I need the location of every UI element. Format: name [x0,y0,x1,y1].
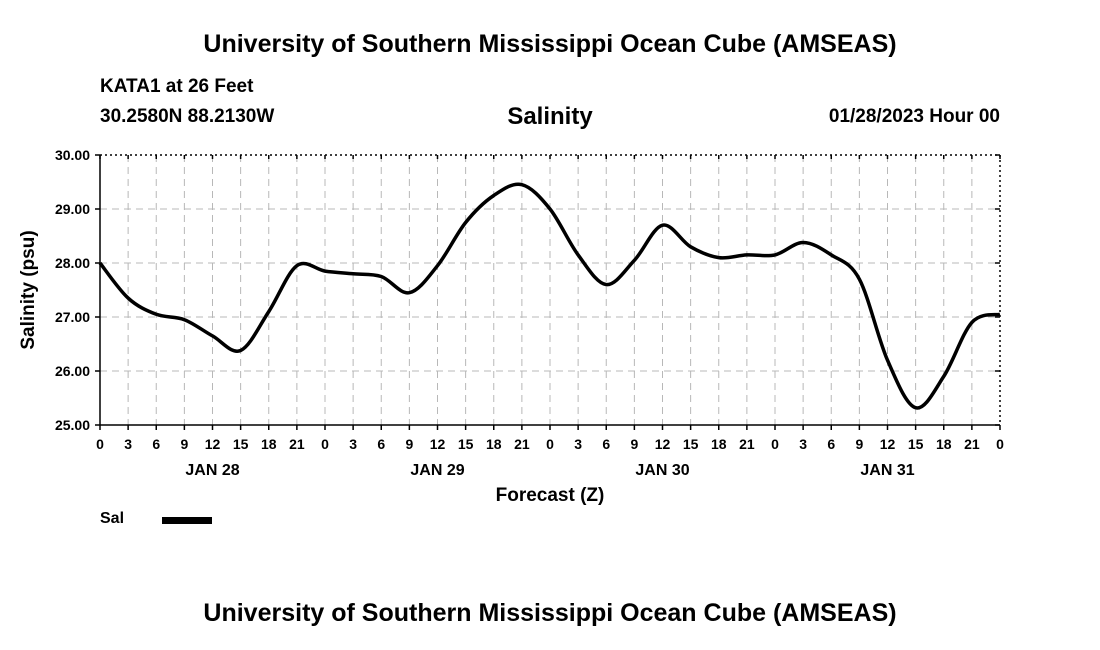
x-tick-label: 0 [96,436,104,452]
legend-label: Sal [100,510,125,527]
chart-title-top: University of Southern Mississippi Ocean… [203,30,897,58]
series-line-sal [98,182,1001,410]
y-tick-label: 27.00 [55,309,90,325]
x-tick-label: 21 [739,436,755,452]
x-tick-label: 15 [233,436,249,452]
x-tick-label: 0 [321,436,329,452]
x-tick-label: 18 [711,436,727,452]
x-tick-label: 9 [630,436,638,452]
x-axis-label: Forecast (Z) [496,485,605,506]
x-tick-label: 3 [799,436,807,452]
station-coords: 30.2580N 88.2130W [100,106,275,127]
y-tick-label: 29.00 [55,201,90,217]
x-day-label: JAN 29 [410,462,464,479]
x-tick-label: 0 [546,436,554,452]
legend-swatch [162,517,212,524]
x-tick-label: 9 [180,436,188,452]
x-tick-label: 21 [964,436,980,452]
x-tick-label: 3 [124,436,132,452]
x-tick-label: 12 [430,436,446,452]
station-label: KATA1 at 26 Feet [100,76,254,97]
y-tick-label: 28.00 [55,255,90,271]
plot-title: Salinity [507,103,593,130]
x-tick-label: 21 [289,436,305,452]
x-tick-label: 15 [683,436,699,452]
x-tick-label: 15 [908,436,924,452]
forecast-timestamp: 01/28/2023 Hour 00 [828,106,1000,127]
x-day-label: JAN 31 [860,462,914,479]
x-tick-label: 0 [996,436,1004,452]
y-axis-label: Salinity (psu) [18,230,39,349]
y-tick-label: 25.00 [55,417,90,433]
x-tick-label: 6 [602,436,610,452]
x-tick-label: 3 [574,436,582,452]
x-tick-label: 6 [377,436,385,452]
x-tick-label: 12 [205,436,221,452]
x-tick-label: 9 [855,436,863,452]
chart-title-bottom: University of Southern Mississippi Ocean… [203,599,897,627]
x-tick-label: 18 [486,436,502,452]
x-tick-label: 6 [152,436,160,452]
x-tick-label: 6 [827,436,835,452]
x-day-label: JAN 30 [635,462,689,479]
x-tick-label: 12 [655,436,671,452]
x-tick-label: 9 [405,436,413,452]
y-tick-label: 26.00 [55,363,90,379]
x-day-label: JAN 28 [185,462,239,479]
y-tick-label: 30.00 [55,147,90,163]
x-tick-label: 18 [261,436,277,452]
x-tick-label: 15 [458,436,474,452]
x-tick-label: 12 [880,436,896,452]
x-tick-label: 18 [936,436,952,452]
x-tick-label: 3 [349,436,357,452]
x-tick-label: 21 [514,436,530,452]
x-tick-label: 0 [771,436,779,452]
